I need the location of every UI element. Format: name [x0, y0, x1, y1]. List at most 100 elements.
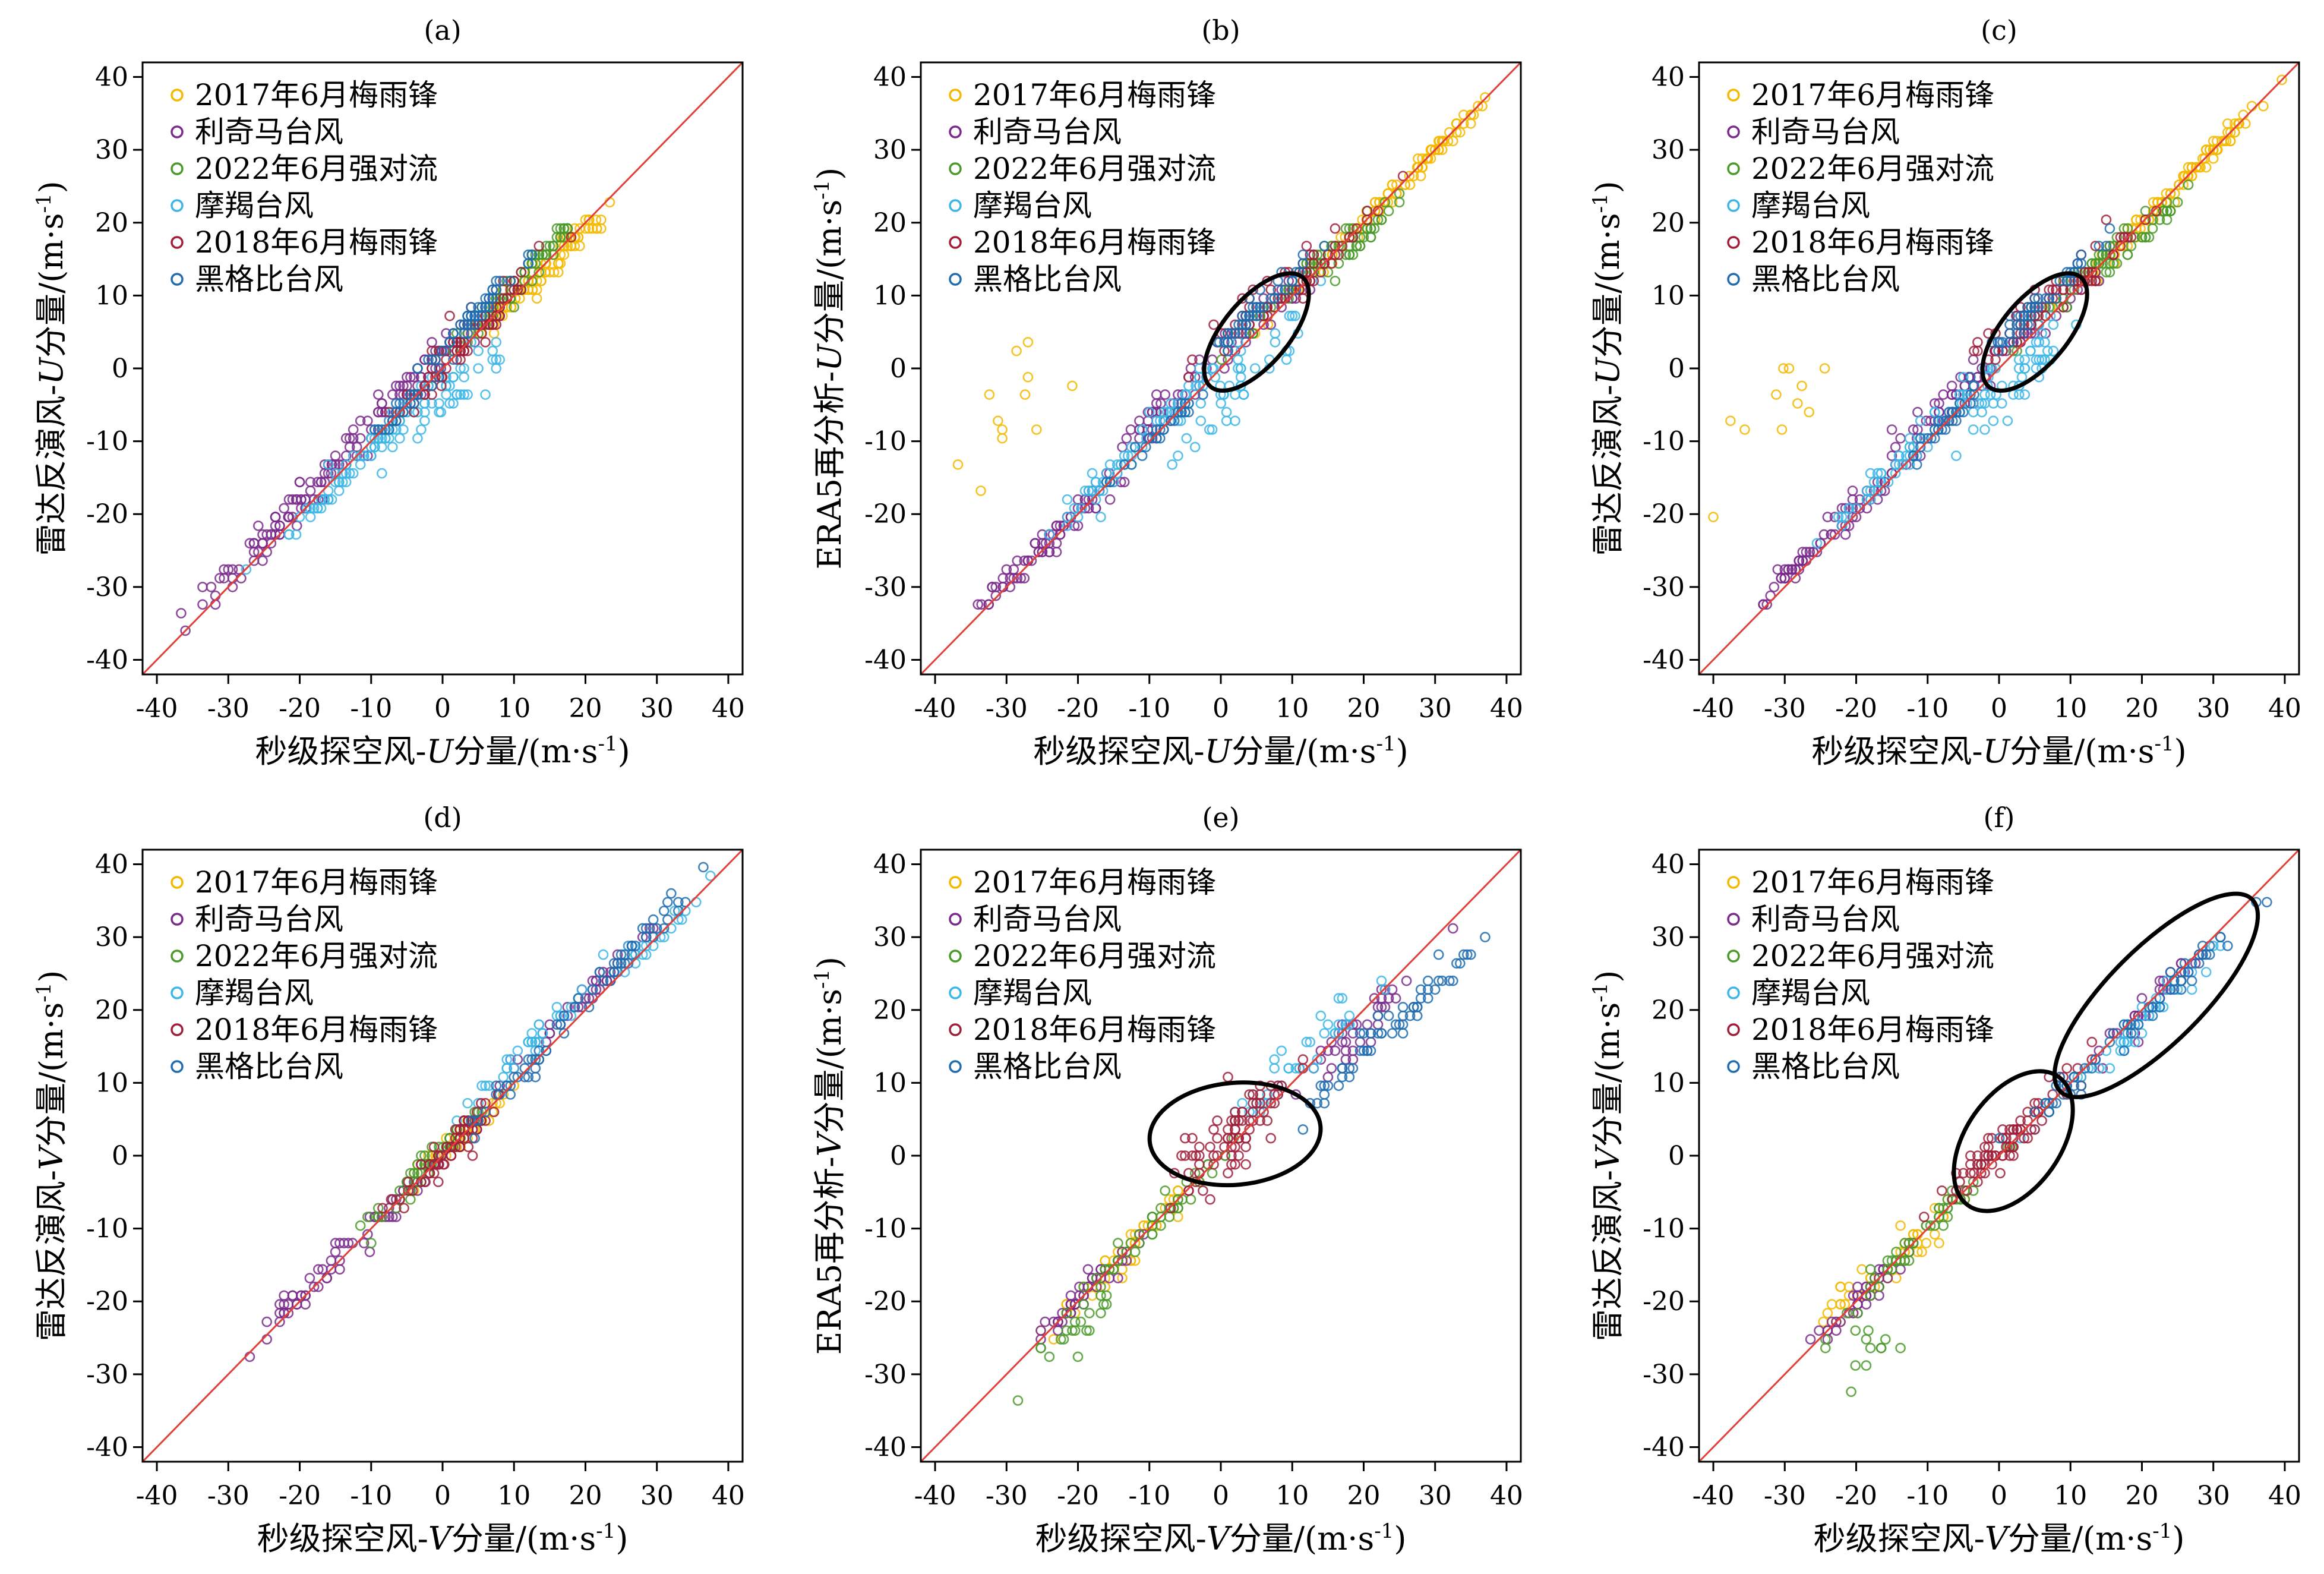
- legend-marker: [1727, 876, 1740, 889]
- data-point: [566, 232, 577, 243]
- data-point: [428, 1141, 440, 1153]
- data-point: [2086, 1036, 2098, 1048]
- data-point: [1895, 433, 1906, 444]
- data-point: [337, 468, 348, 479]
- data-point: [2029, 1106, 2040, 1118]
- data-point: [2101, 215, 2112, 225]
- y-tick-label: 20: [95, 995, 128, 1026]
- data-point: [2151, 206, 2162, 216]
- y-tick-label: -20: [1643, 1286, 1685, 1317]
- data-point: [1938, 389, 1949, 400]
- data-point: [1248, 1106, 1258, 1118]
- data-point: [1115, 477, 1126, 488]
- data-point: [630, 941, 641, 951]
- data-point: [541, 1045, 552, 1056]
- data-point: [1397, 1019, 1409, 1030]
- data-point: [2111, 258, 2123, 269]
- data-point: [1778, 363, 1789, 374]
- data-point: [2033, 302, 2044, 313]
- data-point: [1207, 424, 1218, 435]
- data-point: [2172, 197, 2183, 208]
- y-tick-label: -40: [86, 645, 128, 675]
- data-point: [1237, 1097, 1248, 1109]
- data-point: [248, 538, 260, 549]
- y-axis-label: 雷达反演风-V分量/(m·s-1): [32, 970, 70, 1342]
- data-point: [2026, 302, 2036, 313]
- data-point: [1938, 1220, 1949, 1231]
- data-point: [362, 450, 373, 461]
- data-point: [1404, 179, 1416, 190]
- data-point: [596, 215, 607, 225]
- data-point: [405, 1194, 416, 1205]
- data-point: [484, 1115, 495, 1126]
- data-point: [1084, 1308, 1095, 1318]
- data-point: [1058, 521, 1069, 531]
- data-point: [1988, 415, 1999, 427]
- x-tick-label: 20: [569, 1481, 602, 1511]
- data-point: [197, 599, 208, 610]
- legend-marker: [170, 199, 184, 212]
- data-point: [997, 573, 1009, 583]
- data-point: [1272, 284, 1283, 295]
- legend-entry-1: 2017年6月梅雨锋: [973, 78, 1216, 112]
- data-point: [516, 267, 527, 277]
- data-point: [1354, 1045, 1366, 1056]
- data-point: [444, 398, 455, 409]
- data-point: [387, 441, 398, 453]
- data-point: [1771, 389, 1782, 400]
- data-point: [2215, 932, 2226, 942]
- data-point: [1294, 1063, 1305, 1074]
- legend-entry-6: 黑格比台风: [195, 1049, 343, 1084]
- data-point: [1347, 1063, 1359, 1074]
- data-point: [480, 1080, 491, 1092]
- x-tick-label: -40: [1693, 693, 1735, 724]
- data-point: [476, 1080, 487, 1092]
- legend-marker: [1727, 273, 1740, 286]
- data-point: [469, 337, 480, 348]
- y-tick-label: -10: [864, 427, 907, 457]
- data-point: [512, 1045, 523, 1056]
- data-point: [533, 1054, 545, 1065]
- legend-entry-5: 2018年6月梅雨锋: [195, 225, 438, 260]
- data-point: [1290, 310, 1300, 321]
- x-tick-label: 10: [2054, 1481, 2087, 1511]
- legend-entry-3: 2022年6月强对流: [195, 152, 438, 186]
- data-point: [2262, 897, 2272, 908]
- data-point: [2029, 293, 2040, 304]
- data-point: [1836, 512, 1848, 522]
- data-point: [2097, 1063, 2108, 1074]
- legend-marker: [1727, 199, 1740, 212]
- legend-entry-5: 2018年6月梅雨锋: [1751, 1012, 1994, 1047]
- legend-entry-2: 利奇马台风: [973, 902, 1122, 936]
- series-5-points: [377, 1089, 504, 1214]
- data-point: [555, 1019, 566, 1030]
- data-point: [412, 389, 423, 400]
- x-tick-label: -10: [350, 1481, 392, 1511]
- data-point: [1255, 1097, 1265, 1109]
- data-point: [1344, 232, 1355, 243]
- data-point: [2200, 144, 2212, 155]
- data-point: [1087, 1290, 1098, 1301]
- data-point: [677, 914, 687, 925]
- data-point: [334, 1238, 345, 1248]
- data-point: [319, 494, 330, 505]
- data-point: [516, 284, 527, 295]
- data-point: [1895, 1342, 1906, 1354]
- data-point: [473, 1115, 484, 1126]
- data-point: [648, 914, 659, 925]
- data-point: [1326, 1063, 1337, 1074]
- data-point: [1358, 1045, 1369, 1056]
- data-point: [283, 1308, 294, 1318]
- data-point: [315, 477, 327, 488]
- data-point: [2154, 1002, 2165, 1012]
- data-point: [505, 1054, 516, 1065]
- data-point: [1079, 485, 1091, 496]
- data-point: [1819, 363, 1830, 374]
- data-point: [1879, 477, 1890, 488]
- data-point: [1959, 380, 1971, 392]
- data-point: [387, 389, 398, 400]
- data-point: [2147, 215, 2158, 225]
- data-point: [2104, 267, 2115, 277]
- x-tick-label: 0: [434, 1481, 451, 1511]
- data-point: [2104, 241, 2115, 251]
